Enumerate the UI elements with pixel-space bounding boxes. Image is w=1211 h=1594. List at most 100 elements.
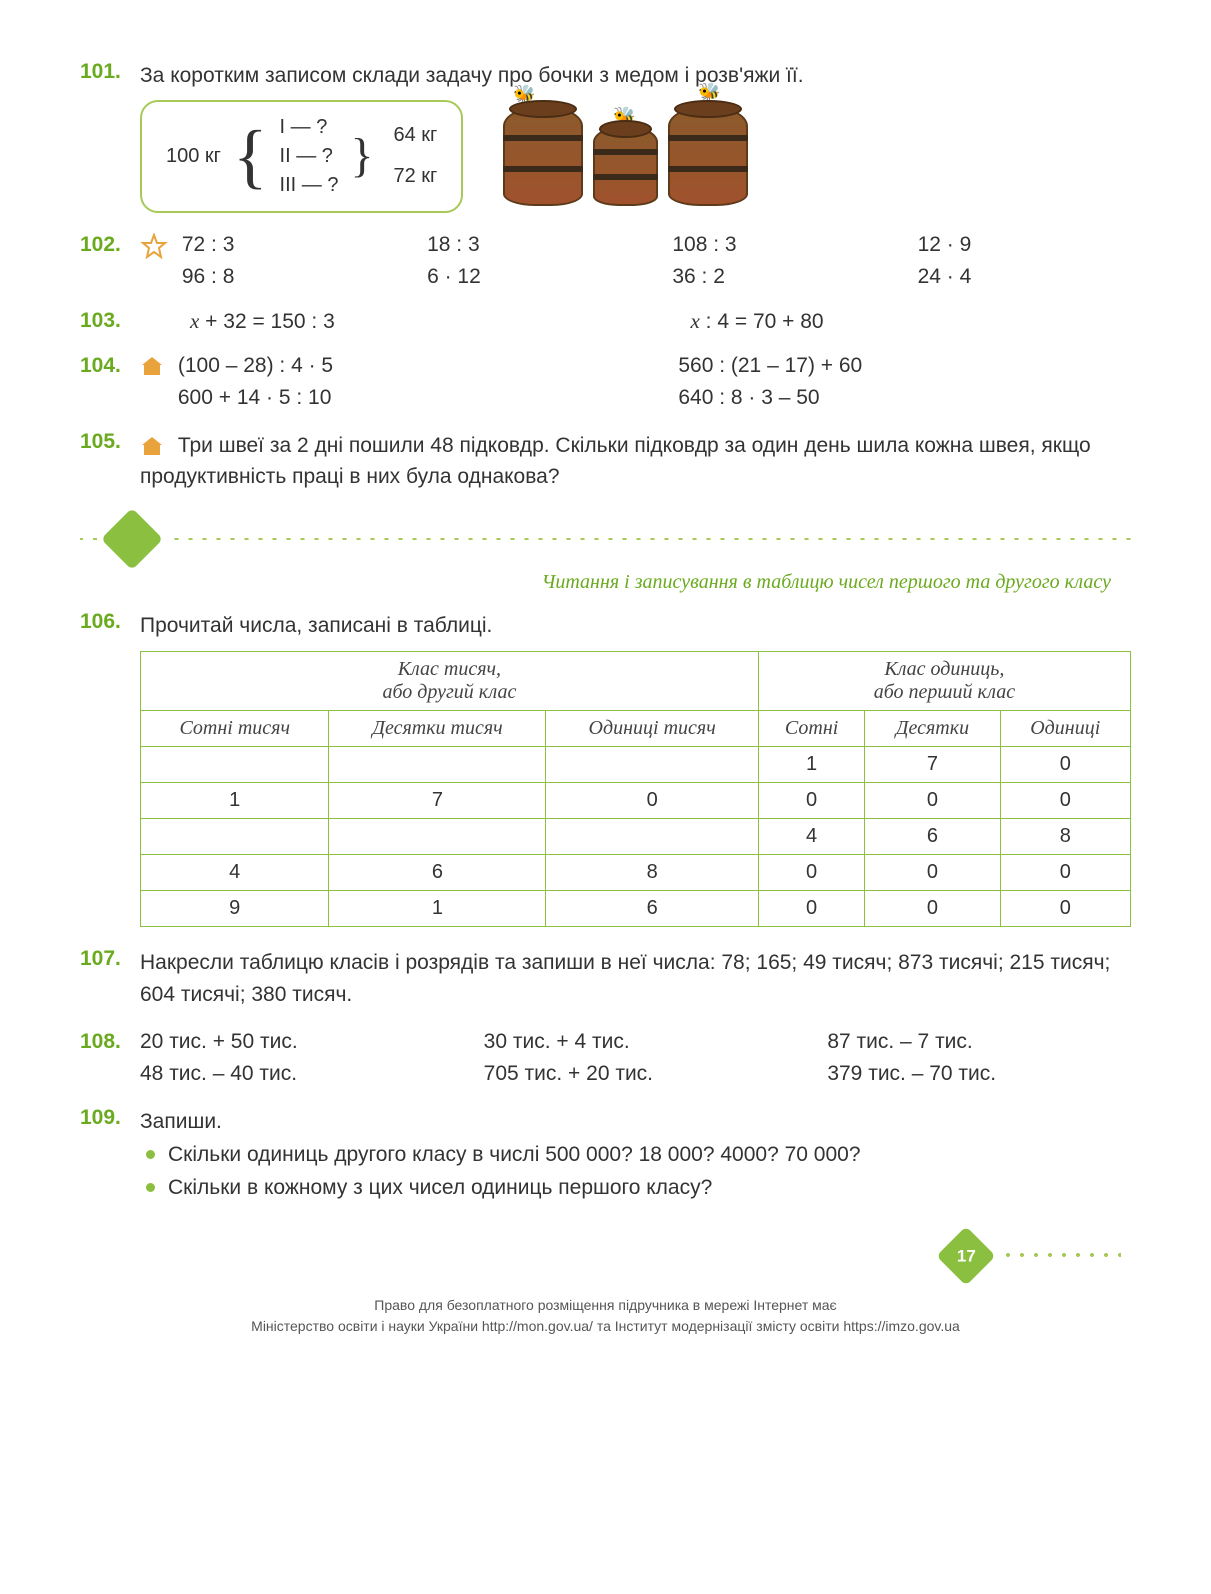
barrels-illustration: 🐝 🐝 🐝 bbox=[503, 106, 748, 206]
house-icon bbox=[140, 355, 164, 377]
table-cell: 0 bbox=[865, 855, 1000, 891]
total-label: 100 кг bbox=[166, 145, 221, 168]
table-cell: 0 bbox=[1000, 783, 1130, 819]
expression: 379 тис. – 70 тис. bbox=[827, 1062, 1131, 1086]
table-header-group: Клас тисяч,або другий клас bbox=[141, 652, 759, 711]
diagram-value: 64 кг bbox=[394, 124, 438, 147]
brace-icon: } bbox=[350, 139, 373, 173]
exercise-102: 102. 72 : 3 18 : 3 108 : 3 12 · 9 96 : 8… bbox=[80, 233, 1131, 289]
table-cell: 1 bbox=[329, 891, 546, 927]
expression: 48 тис. – 40 тис. bbox=[140, 1062, 444, 1086]
brace-icon: { bbox=[233, 131, 268, 181]
bullet-item: Скільки в кожному з цих чисел одиниць пе… bbox=[140, 1171, 1131, 1205]
table-header: Одиниці bbox=[1000, 711, 1130, 747]
expression: 30 тис. + 4 тис. bbox=[484, 1030, 788, 1054]
exercise-text: Запиши. bbox=[140, 1106, 1131, 1138]
expression: 87 тис. – 7 тис. bbox=[827, 1030, 1131, 1054]
diamond-icon bbox=[101, 507, 163, 569]
exercise-number: 107. bbox=[80, 947, 140, 971]
equation: x : 4 = 70 + 80 bbox=[691, 309, 1132, 334]
table-cell: 6 bbox=[329, 855, 546, 891]
exercise-109: 109. Запиши. Скільки одиниць другого кла… bbox=[80, 1106, 1131, 1205]
exercise-101: 101. За коротким записом склади задачу п… bbox=[80, 60, 1131, 213]
table-header: Десятки bbox=[865, 711, 1000, 747]
table-header: Десятки тисяч bbox=[329, 711, 546, 747]
exercise-number: 108. bbox=[80, 1030, 140, 1054]
table-cell: 6 bbox=[546, 891, 758, 927]
exercise-number: 109. bbox=[80, 1106, 140, 1130]
expression: (100 – 28) : 4 · 5 bbox=[178, 354, 619, 378]
table-cell: 0 bbox=[1000, 891, 1130, 927]
exercise-number: 101. bbox=[80, 60, 140, 84]
exercise-text: Три швеї за 2 дні пошили 48 підковдр. Ск… bbox=[140, 434, 1091, 489]
bullet-item: Скільки одиниць другого класу в числі 50… bbox=[140, 1138, 1131, 1172]
exercise-number: 103. bbox=[80, 309, 140, 333]
expression: 20 тис. + 50 тис. bbox=[140, 1030, 444, 1054]
table-row: 170 bbox=[141, 747, 1131, 783]
expression: 12 · 9 bbox=[918, 233, 1123, 257]
table-cell: 0 bbox=[758, 783, 865, 819]
table-cell: 0 bbox=[1000, 855, 1130, 891]
table-row: 916000 bbox=[141, 891, 1131, 927]
expression: 72 : 3 bbox=[182, 233, 387, 257]
barrel-icon bbox=[503, 106, 583, 206]
exercise-number: 106. bbox=[80, 610, 140, 634]
diagram-line: I — ? bbox=[280, 116, 339, 139]
table-cell: 6 bbox=[865, 819, 1000, 855]
expression: 36 : 2 bbox=[672, 265, 877, 289]
table-cell: 8 bbox=[546, 855, 758, 891]
table-cell: 0 bbox=[865, 783, 1000, 819]
expression: 18 : 3 bbox=[427, 233, 632, 257]
table-row: 468000 bbox=[141, 855, 1131, 891]
expression: 640 : 8 · 3 – 50 bbox=[678, 386, 1119, 410]
exercise-106: 106. Прочитай числа, записані в таблиці.… bbox=[80, 610, 1131, 928]
table-row: 468 bbox=[141, 819, 1131, 855]
table-cell: 0 bbox=[546, 783, 758, 819]
exercise-104: 104. (100 – 28) : 4 · 5 560 : (21 – 17) … bbox=[80, 354, 1131, 410]
table-cell bbox=[546, 819, 758, 855]
exercise-number: 104. bbox=[80, 354, 140, 378]
exercise-103: 103. x + 32 = 150 : 3 x : 4 = 70 + 80 bbox=[80, 309, 1131, 334]
expression: 705 тис. + 20 тис. bbox=[484, 1062, 788, 1086]
footer-credit: Право для безоплатного розміщення підруч… bbox=[80, 1295, 1131, 1337]
number-class-table: Клас тисяч,або другий клас Клас одиниць,… bbox=[140, 651, 1131, 927]
table-header: Сотні bbox=[758, 711, 865, 747]
expression: 96 : 8 bbox=[182, 265, 387, 289]
exercise-108: 108. 20 тис. + 50 тис. 30 тис. + 4 тис. … bbox=[80, 1030, 1131, 1086]
table-row: 170000 bbox=[141, 783, 1131, 819]
table-cell bbox=[329, 747, 546, 783]
expression: 108 : 3 bbox=[672, 233, 877, 257]
table-cell: 1 bbox=[758, 747, 865, 783]
table-cell: 0 bbox=[758, 891, 865, 927]
table-cell: 0 bbox=[1000, 747, 1130, 783]
bracket-diagram: 100 кг { I — ? II — ? III — ? } 64 кг 72… bbox=[140, 100, 463, 213]
table-header-group: Клас одиниць,або перший клас bbox=[758, 652, 1130, 711]
table-cell bbox=[546, 747, 758, 783]
table-cell: 8 bbox=[1000, 819, 1130, 855]
footer-line: Міністерство освіти і науки України http… bbox=[80, 1316, 1131, 1337]
diagram-value: 72 кг bbox=[394, 165, 438, 188]
footer-dots bbox=[1001, 1253, 1121, 1257]
exercise-105: 105. Три швеї за 2 дні пошили 48 підковд… bbox=[80, 430, 1131, 493]
exercise-number: 105. bbox=[80, 430, 140, 454]
expression: 24 · 4 bbox=[918, 265, 1123, 289]
barrel-icon bbox=[593, 126, 658, 206]
exercise-number: 102. bbox=[80, 233, 140, 257]
table-header: Одиниці тисяч bbox=[546, 711, 758, 747]
table-cell bbox=[141, 819, 329, 855]
expression: 560 : (21 – 17) + 60 bbox=[678, 354, 1119, 378]
table-cell: 0 bbox=[865, 891, 1000, 927]
section-divider bbox=[0, 517, 1211, 561]
diagram-line: II — ? bbox=[280, 145, 339, 168]
table-cell: 7 bbox=[865, 747, 1000, 783]
table-cell: 4 bbox=[141, 855, 329, 891]
barrel-icon bbox=[668, 106, 748, 206]
footer-line: Право для безоплатного розміщення підруч… bbox=[80, 1295, 1131, 1316]
table-cell bbox=[329, 819, 546, 855]
exercise-text: Накресли таблицю класів і розрядів та за… bbox=[140, 947, 1131, 1010]
table-cell: 7 bbox=[329, 783, 546, 819]
table-cell: 0 bbox=[758, 855, 865, 891]
page-number-badge: 17 bbox=[936, 1226, 995, 1285]
expression: 6 · 12 bbox=[427, 265, 632, 289]
table-cell bbox=[141, 747, 329, 783]
